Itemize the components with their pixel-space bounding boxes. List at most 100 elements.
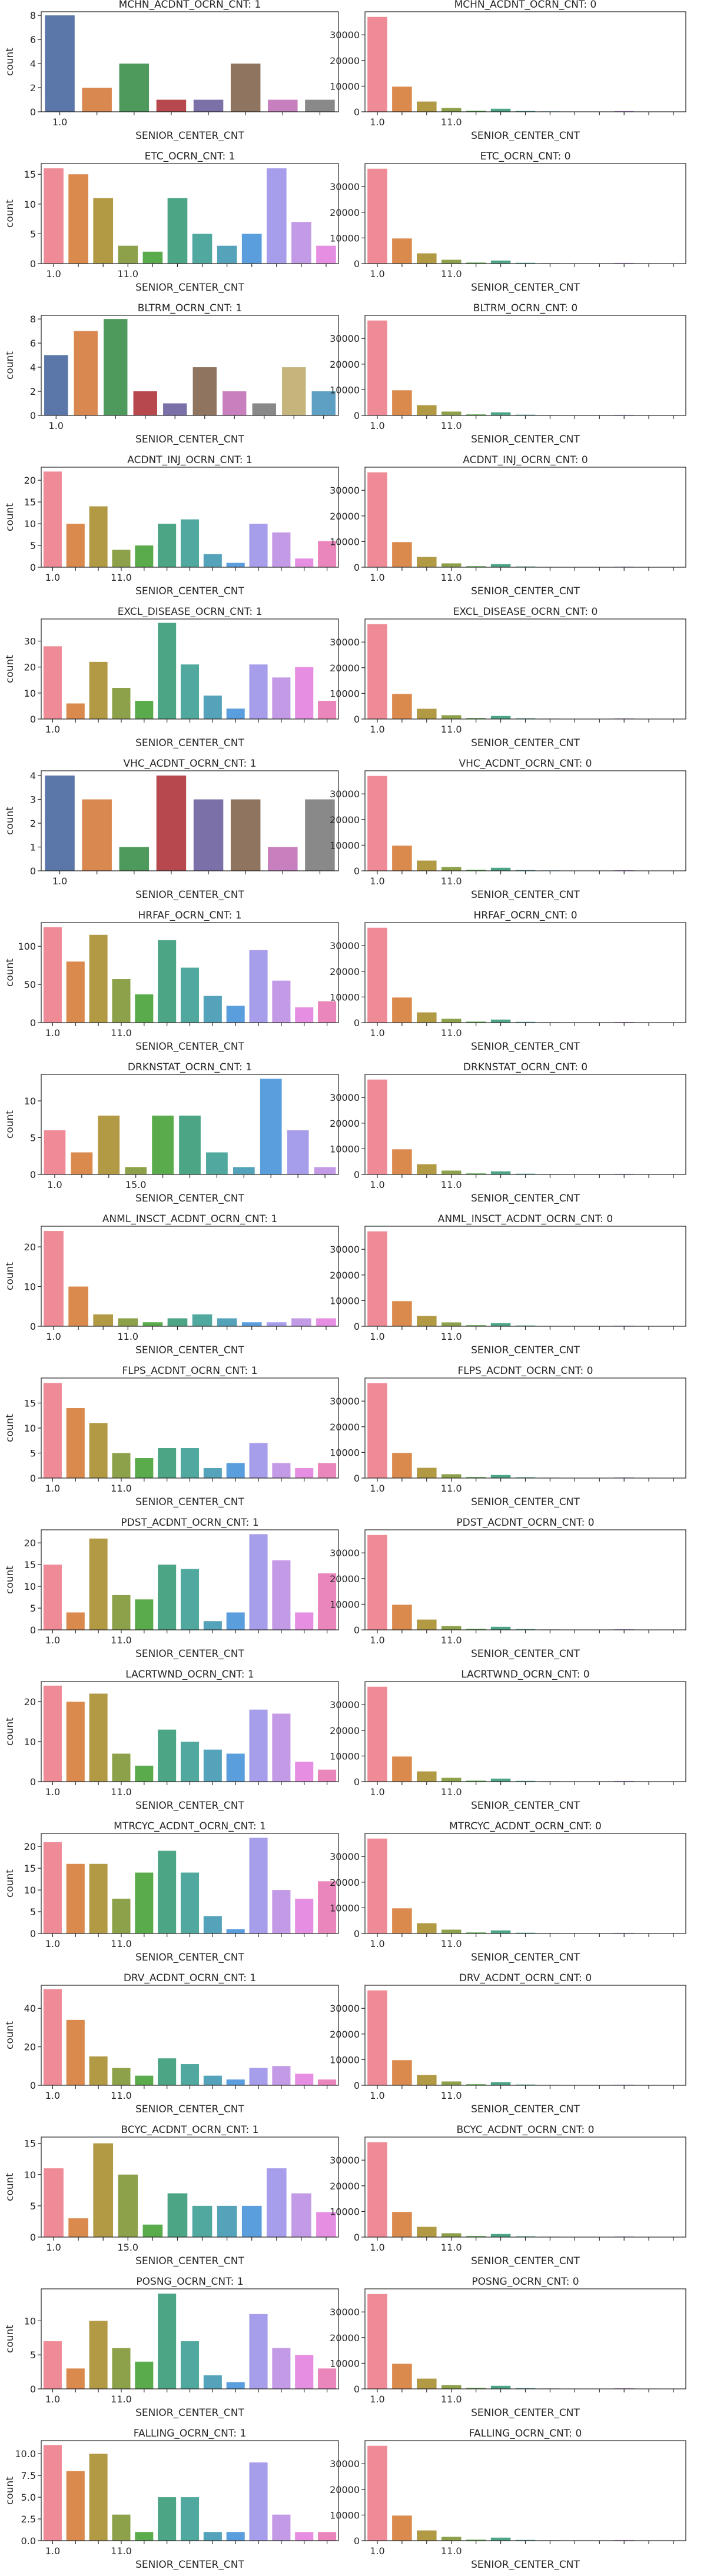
bar (318, 541, 337, 567)
y-tick-label: 6 (30, 34, 36, 45)
chart-title: EXCL_DISEASE_OCRN_CNT: 1 (118, 606, 263, 618)
bar (490, 1626, 511, 1630)
bar (45, 15, 75, 112)
bar (89, 661, 108, 719)
x-tick-label: 1.0 (370, 1938, 384, 1949)
bar (158, 524, 177, 567)
x-tick-label: 1.0 (370, 876, 384, 887)
y-tick-label: 10000 (330, 1599, 360, 1610)
bar (112, 2514, 131, 2541)
x-tick-label: 11.0 (117, 268, 138, 279)
y-tick-label: 0 (354, 1017, 360, 1029)
x-tick-label: 1.0 (370, 1027, 384, 1039)
bar (192, 234, 213, 264)
bar (226, 1463, 245, 1478)
x-tick-label: 1.0 (370, 420, 384, 431)
y-tick-label: 20000 (330, 55, 360, 66)
x-tick-label: 11.0 (441, 1483, 462, 1494)
chart-title: BCYC_ACDNT_OCRN_CNT: 0 (457, 2124, 595, 2136)
bar (226, 708, 245, 719)
y-tick-label: 2 (30, 818, 36, 829)
bar (515, 870, 536, 871)
bar (203, 996, 222, 1023)
y-tick-label: 4 (30, 362, 36, 373)
chart-title: BLTRM_OCRN_CNT: 0 (473, 302, 578, 314)
y-tick-label: 10000 (330, 2358, 360, 2369)
bar (367, 1686, 387, 1782)
x-axis-label: SENIOR_CENTER_CNT (135, 1344, 244, 1356)
bar (272, 2066, 291, 2085)
y-tick-label: 10000 (330, 1295, 360, 1306)
bar (180, 1569, 200, 1630)
y-tick-label: 0 (354, 1776, 360, 1788)
x-tick-label: 1.0 (49, 420, 64, 431)
y-tick-label: 0 (354, 1625, 360, 1636)
bar (367, 16, 387, 112)
x-axis-label: SENIOR_CENTER_CNT (471, 1952, 580, 1963)
y-tick-label: 30000 (330, 940, 360, 951)
bar (158, 2058, 177, 2085)
bar (441, 867, 462, 871)
bar (490, 2082, 511, 2085)
x-axis-label: SENIOR_CENTER_CNT (135, 2104, 244, 2115)
subplot: DRKNSTAT_OCRN_CNT: 1 0 5 10 1.0 15.0 SENIOR_CE… (4, 1061, 339, 1204)
bar (43, 1989, 62, 2085)
bar (93, 1314, 114, 1326)
y-tick-label: 20000 (330, 2181, 360, 2192)
y-tick-label: 20 (24, 475, 36, 486)
bar (180, 967, 200, 1023)
y-tick-label: 10000 (330, 1447, 360, 1458)
y-tick-label: 20000 (330, 2029, 360, 2040)
bar (515, 1021, 536, 1023)
x-tick-label: 11.0 (111, 1483, 132, 1494)
y-tick-label: 10000 (330, 384, 360, 395)
bar (392, 694, 412, 719)
y-tick-label: 5 (30, 1603, 36, 1614)
bar (441, 1474, 462, 1478)
x-axis-label: SENIOR_CENTER_CNT (135, 1041, 244, 1053)
bar (112, 2348, 131, 2389)
subplot: ACDNT_INJ_OCRN_CNT: 1 0 5 10 15 20 1.0 11.0SENI… (4, 454, 339, 597)
bar (466, 2540, 486, 2541)
plot-frame (41, 2136, 339, 2238)
y-tick-label: 0 (354, 2080, 360, 2091)
subplot: BLTRM_OCRN_CNT: 0 0 10000 20000 30000 1.0 11.0… (330, 302, 686, 445)
bar (158, 2497, 177, 2541)
x-axis-label: SENIOR_CENTER_CNT (471, 1193, 580, 1204)
bar (367, 320, 387, 415)
bar (417, 1316, 437, 1326)
bar (180, 2341, 200, 2389)
bar (43, 471, 62, 567)
y-tick-label: 15 (24, 1863, 36, 1874)
bar (43, 1383, 62, 1478)
plot-frame (41, 11, 339, 112)
x-axis-label: SENIOR_CENTER_CNT (135, 889, 244, 901)
bar (180, 664, 200, 719)
bar (466, 111, 486, 112)
x-tick-label: 1.0 (370, 724, 384, 735)
y-tick-label: 10000 (330, 536, 360, 547)
bar (417, 405, 437, 415)
bar (272, 1560, 291, 1630)
bar (515, 1477, 536, 1478)
subplot: FLPS_ACDNT_OCRN_CNT: 0 0 10000 20000 30000 1.… (330, 1365, 686, 1508)
plot-frame (364, 1985, 686, 2086)
y-tick-label: 0 (30, 2384, 36, 2395)
x-axis-label: SENIOR_CENTER_CNT (471, 1648, 580, 1660)
bar (89, 1423, 108, 1478)
x-axis-label: SENIOR_CENTER_CNT (471, 1041, 580, 1053)
chart-title: ETC_OCRN_CNT: 0 (480, 151, 571, 162)
chart-title: HRFAF_OCRN_CNT: 1 (138, 910, 241, 921)
x-axis-label: SENIOR_CENTER_CNT (471, 737, 580, 749)
y-tick-label: 20000 (330, 1422, 360, 1433)
y-tick-label: 0 (354, 1473, 360, 1484)
bar (417, 1467, 437, 1478)
x-tick-label: 1.0 (46, 1331, 61, 1342)
y-tick-label: 10 (24, 199, 36, 210)
y-tick-label: 8 (30, 314, 36, 325)
bar (226, 1006, 245, 1023)
bar (318, 1769, 337, 1782)
bar (112, 1753, 131, 1782)
x-axis-label: SENIOR_CENTER_CNT (135, 1193, 244, 1204)
